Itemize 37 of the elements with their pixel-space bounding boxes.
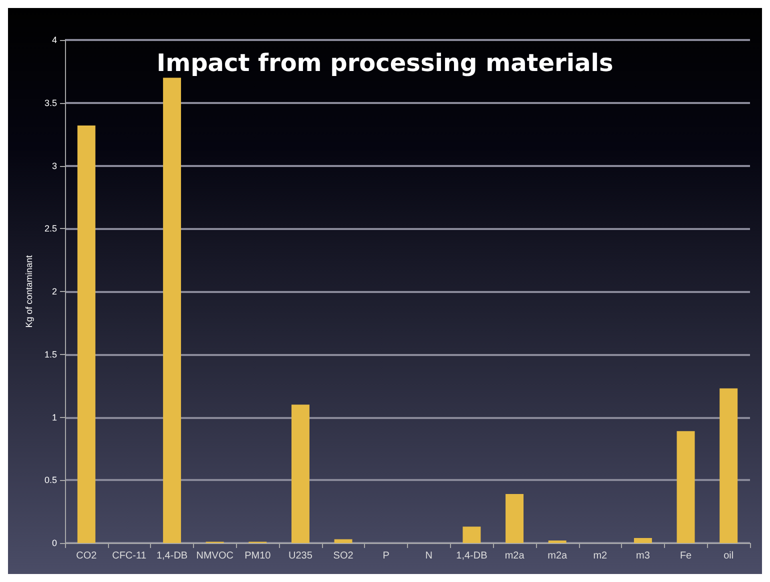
- x-tick-label: N: [425, 550, 433, 562]
- x-tick-label: 1,4-DB: [156, 550, 188, 562]
- y-tick-label: 1: [52, 412, 57, 422]
- bar: [548, 540, 566, 543]
- x-tick-label: CO2: [76, 550, 98, 562]
- y-tick-label: 1.5: [44, 349, 57, 360]
- x-tick-label: oil: [724, 550, 734, 562]
- y-tick-label: 0.5: [44, 475, 57, 486]
- bar: [676, 431, 695, 543]
- bar: [720, 388, 738, 543]
- x-tick-label: SO2: [333, 550, 354, 562]
- x-tick-label: 1,4-DB: [456, 550, 488, 562]
- bar: [634, 538, 652, 543]
- bar: [77, 126, 96, 543]
- x-tick-label: NMVOC: [196, 550, 234, 562]
- x-tick-label: PM10: [244, 550, 272, 562]
- x-tick-label: U235: [288, 550, 313, 562]
- y-tick-label: 0: [52, 538, 57, 548]
- x-tick-label: P: [382, 550, 390, 562]
- x-tick-label: m3: [636, 550, 650, 562]
- y-tick-label: 3.5: [44, 98, 57, 108]
- x-tick-label: m2a: [548, 550, 568, 562]
- y-tick-label: 2.5: [44, 224, 57, 234]
- chart-title: Impact from processing materials: [156, 49, 614, 77]
- bar: [334, 539, 352, 543]
- bar: [506, 494, 524, 543]
- y-tick-label: 2: [52, 286, 57, 296]
- x-tick-label: CFC-11: [112, 550, 147, 562]
- bar: [163, 78, 182, 543]
- y-axis-title: Kg of contaminant: [24, 254, 34, 328]
- x-tick-label: m2a: [504, 550, 525, 562]
- x-tick-label: m2: [593, 550, 608, 562]
- y-tick-label: 3: [52, 160, 57, 171]
- y-tick-label: 4: [52, 35, 57, 45]
- x-tick-label: Fe: [680, 550, 692, 562]
- bar: [291, 404, 310, 543]
- bar: [462, 526, 481, 543]
